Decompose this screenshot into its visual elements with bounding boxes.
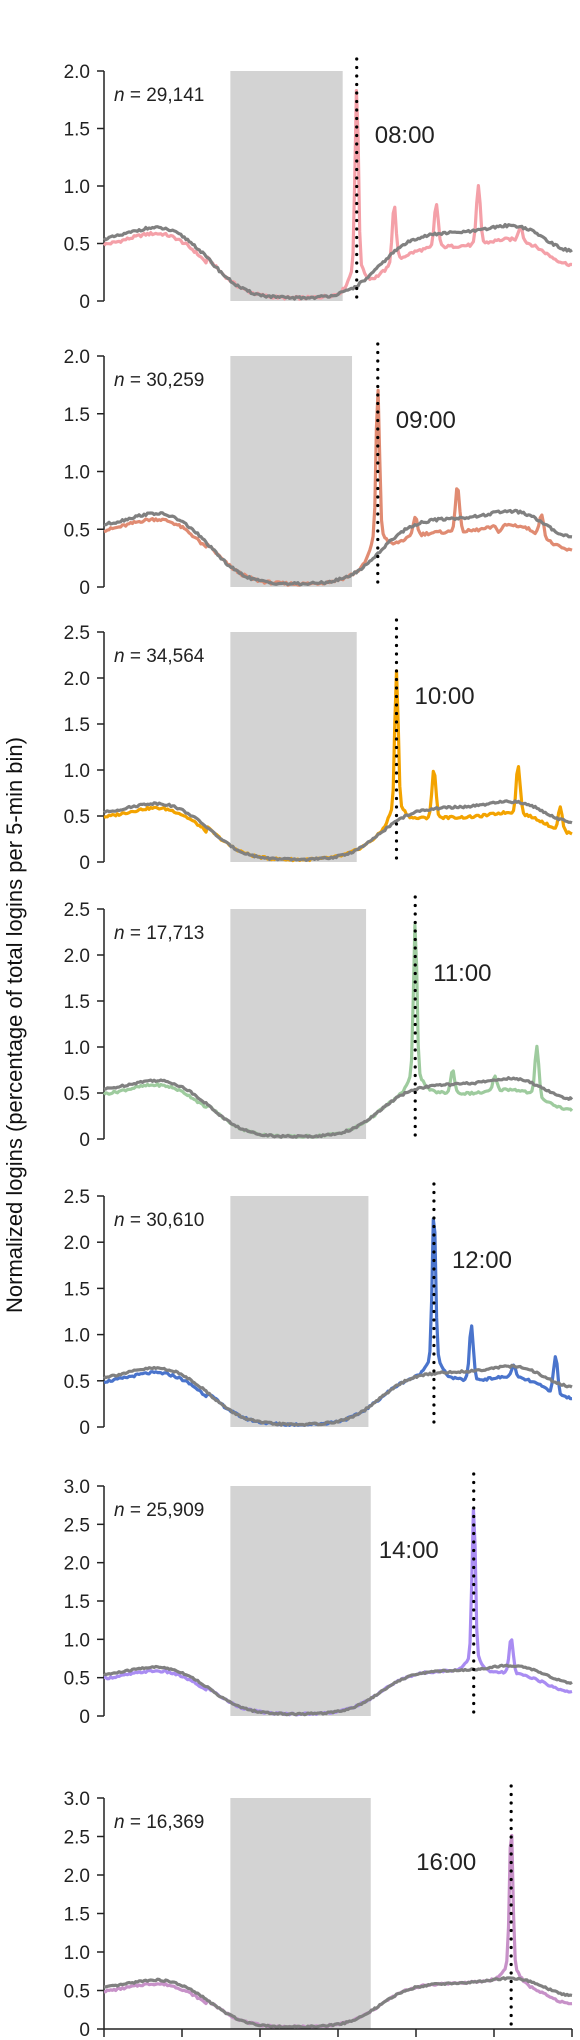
- y-axis-label: Normalized logins (percentage of total l…: [2, 737, 27, 1313]
- y-tick-label: 0.5: [64, 1669, 90, 1690]
- shaded-region: [230, 632, 357, 862]
- y-tick-label: 1.0: [64, 463, 90, 484]
- sample-size-label: n = 17,713: [114, 923, 204, 944]
- y-tick-label: 1.5: [64, 405, 90, 426]
- y-tick-label: 1.5: [64, 120, 90, 141]
- shaded-region: [230, 1486, 371, 1716]
- y-tick-label: 2.0: [64, 1233, 90, 1254]
- y-tick-label: 0.5: [64, 1084, 90, 1105]
- shaded-region: [230, 71, 343, 301]
- event-time-label: 12:00: [452, 1247, 512, 1274]
- sample-size-label: n = 30,610: [114, 1210, 204, 1231]
- y-tick-label: 1.5: [64, 1279, 90, 1300]
- shaded-region: [230, 909, 367, 1139]
- y-tick-label: 0: [79, 1130, 90, 1151]
- sample-size-label: n = 30,259: [114, 370, 204, 391]
- y-tick-label: 1.0: [64, 1630, 90, 1651]
- y-tick-label: 2.0: [64, 1554, 90, 1575]
- chart-panel-7: 0 0.5 1.0 1.5 2.0 2.5 3.0 n = 16,369 16:00: [64, 1784, 573, 2040]
- series-line-baseline: [103, 1363, 573, 1427]
- chart-panel-3: 0 0.5 1.0 1.5 2.0 2.5 n = 34,564 10:00: [64, 618, 573, 874]
- sample-size-label: n = 16,369: [114, 1812, 204, 1833]
- series-line-baseline: [103, 1976, 573, 2030]
- x-axis: [103, 2028, 573, 2037]
- sample-size-label: n = 25,909: [114, 1500, 204, 1521]
- y-tick-label: 2.5: [64, 1828, 90, 1849]
- y-tick-label: 0: [79, 1418, 90, 1439]
- y-tick-label: 1.0: [64, 1038, 90, 1059]
- y-tick-label: 1.0: [64, 1326, 90, 1347]
- series-line-baseline: [102, 222, 573, 301]
- chart-panel-2: 0 0.5 1.0 1.5 2.0 n = 30,259 09:00: [64, 342, 573, 599]
- y-tick-label: 1.0: [64, 1943, 90, 1964]
- series-line-baseline: [103, 1076, 574, 1139]
- y-tick-label: 3.0: [64, 1789, 90, 1810]
- y-tick-label: 2.0: [64, 62, 90, 83]
- y-tick-label: 2.5: [64, 1187, 90, 1208]
- y-tick-label: 3.0: [64, 1477, 90, 1498]
- y-tick-label: 0: [79, 578, 90, 599]
- chart-panel-1: 0 0.5 1.0 1.5 2.0 n = 29,141 08:00: [64, 57, 573, 313]
- chart-panel-5: 0 0.5 1.0 1.5 2.0 2.5 n = 30,610 12:00: [64, 1182, 573, 1439]
- y-tick-label: 2.0: [64, 1866, 90, 1887]
- y-tick-label: 0.5: [64, 1982, 90, 2003]
- y-tick-label: 0.5: [64, 807, 90, 828]
- sample-size-label: n = 29,141: [114, 85, 204, 106]
- y-tick-label: 2.5: [64, 900, 90, 921]
- y-tick-label: 1.5: [64, 1592, 90, 1613]
- y-tick-label: 0.5: [64, 520, 90, 541]
- y-tick-label: 0: [79, 853, 90, 874]
- series-line-baseline: [103, 799, 573, 862]
- y-tick-label: 1.5: [64, 992, 90, 1013]
- y-tick-label: 0: [79, 292, 90, 313]
- event-time-label: 11:00: [433, 960, 491, 987]
- y-tick-label: 0: [79, 1707, 90, 1728]
- y-tick-label: 2.0: [64, 946, 90, 967]
- shaded-region: [230, 1196, 369, 1427]
- y-tick-label: 0.5: [64, 1372, 90, 1393]
- y-tick-label: 2.5: [64, 1515, 90, 1536]
- y-tick-label: 1.0: [64, 177, 90, 198]
- event-time-label: 10:00: [415, 683, 475, 710]
- y-tick-label: 2.0: [64, 669, 90, 690]
- y-tick-label: 1.0: [64, 761, 90, 782]
- event-time-label: 08:00: [375, 122, 435, 149]
- series-line-baseline: [103, 508, 573, 587]
- y-tick-label: 2.0: [64, 347, 90, 368]
- panels: 0 0.5 1.0 1.5 2.0 n = 29,141 08:00 0 0.5 1.0 1.5 2.…: [64, 57, 574, 2040]
- sample-size-label: n = 34,564: [114, 646, 205, 667]
- chart-panel-4: 0 0.5 1.0 1.5 2.0 2.5 n = 17,713 11:00: [64, 895, 574, 1151]
- shaded-region: [230, 356, 353, 587]
- chart-panel-6: 0 0.5 1.0 1.5 2.0 2.5 3.0 n = 25,909 14:00: [64, 1472, 573, 1728]
- shaded-region: [230, 1798, 371, 2029]
- series-line-baseline: [103, 1663, 573, 1717]
- y-tick-label: 2.5: [64, 623, 90, 644]
- y-tick-label: 1.5: [64, 1905, 90, 1926]
- event-time-label: 14:00: [379, 1537, 439, 1564]
- y-tick-label: 1.5: [64, 715, 90, 736]
- event-time-label: 16:00: [416, 1849, 476, 1876]
- event-time-label: 09:00: [396, 407, 456, 434]
- y-tick-label: 0: [79, 2020, 90, 2040]
- y-tick-label: 0.5: [64, 235, 90, 256]
